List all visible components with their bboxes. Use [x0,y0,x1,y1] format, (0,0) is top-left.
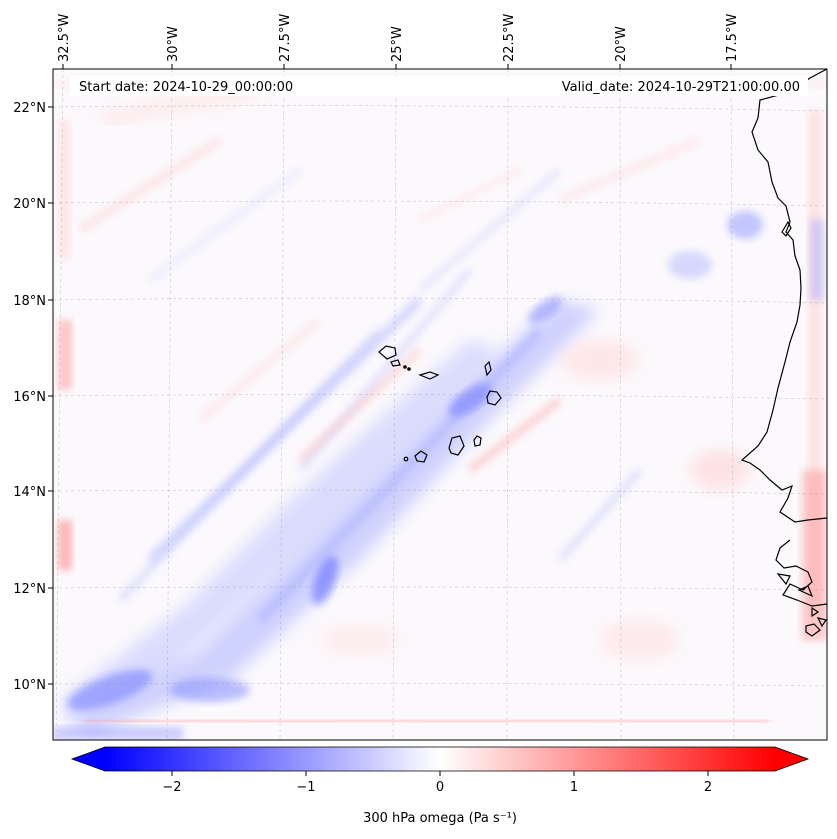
lat-lon-gridlines [53,69,827,740]
colorbar-label: 300 hPa omega (Pa s⁻¹) [363,811,517,826]
omega-field-shading [53,80,827,740]
colorbar-tick-label: 0 [436,780,444,795]
lon-label-22-5w: 22.5°W [502,14,517,62]
colorbar: −2 −1 0 1 2 300 hPa omega (Pa s⁻¹) [70,746,810,826]
colorbar-max-extension [775,747,808,771]
colorbar-ticks: −2 −1 0 1 2 [162,771,712,795]
valid-date-label: Valid_date: 2024-10-29T21:00:00.00 [562,80,800,95]
lon-label-30w: 30°W [166,26,181,62]
lat-label-16n: 16°N [13,390,46,405]
colorbar-tick-label: −2 [162,780,181,795]
colorbar-tick-label: 1 [570,780,578,795]
lat-label-22n: 22°N [13,101,46,116]
lat-label-18n: 18°N [13,294,46,309]
lon-label-17-5w: 17.5°W [725,14,740,62]
lat-label-10n: 10°N [13,678,46,693]
lat-label-20n: 20°N [13,197,46,212]
cape-verde-islands [378,345,502,463]
africa-coastline [740,69,827,523]
lon-label-27-5w: 27.5°W [278,14,293,62]
coastlines [740,69,827,637]
colorbar-outline [70,746,810,772]
colorbar-min-extension [72,747,105,771]
start-date-label: Start date: 2024-10-29_00:00:00 [79,80,293,95]
lon-label-20w: 20°W [614,26,629,62]
title-strip [70,76,808,96]
lon-label-32-5w: 32.5°W [57,14,72,62]
lon-label-25w: 25°W [390,26,405,62]
colorbar-tick-label: 2 [704,780,712,795]
map-frame [52,68,828,741]
lat-label-14n: 14°N [13,485,46,500]
colorbar-gradient [105,747,775,771]
latitude-axis: 22°N 20°N 18°N 16°N 14°N 12°N 10°N [13,101,53,693]
map-panel [53,69,827,740]
lat-label-12n: 12°N [13,582,46,597]
colorbar-tick-label: −1 [296,780,315,795]
longitude-axis: 32.5°W 30°W 27.5°W 25°W 22.5°W 20°W 17.5… [57,14,740,69]
